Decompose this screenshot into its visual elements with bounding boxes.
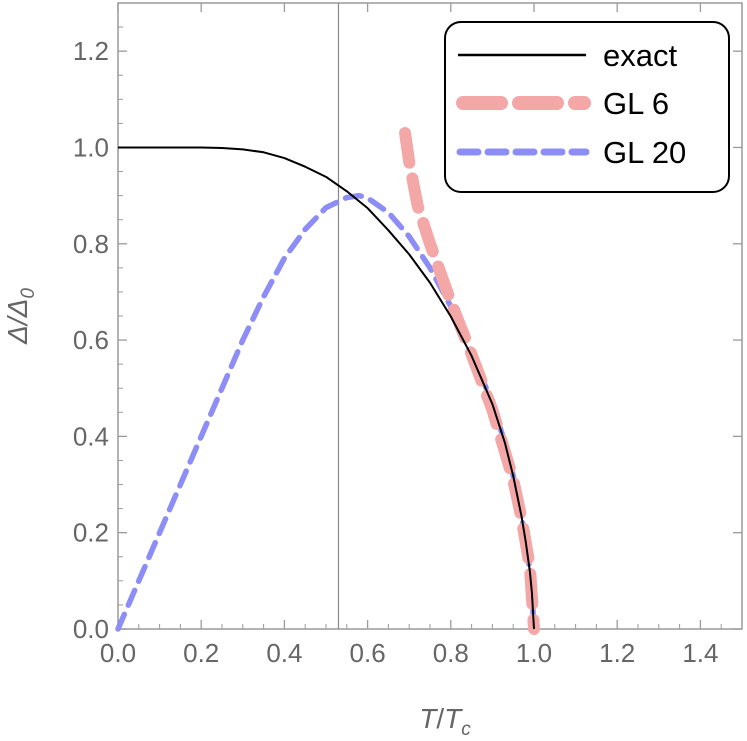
x-axis-label-var: T: [444, 703, 463, 734]
y-tick-label: 0.6: [73, 325, 109, 355]
legend-label-gl20: GL 20: [603, 135, 686, 170]
axis-tick-labels: 0.0 0.2 0.4 0.6 0.8 1.0 1.2 1.4 0.0 0.2 0.4 0.6 0.8 1…: [73, 36, 719, 668]
series-line-gl-6: [399, 127, 540, 635]
x-axis-label-main: T: [419, 703, 438, 734]
series-layer: [115, 127, 540, 635]
x-tick-label: 0.0: [100, 638, 136, 668]
y-axis-label-slash: /: [2, 314, 33, 327]
x-axis-label-slash: /: [436, 703, 444, 734]
y-axis-label: Δ/Δ0: [2, 288, 39, 345]
x-axis-label-sub: c: [461, 719, 471, 740]
x-tick-label: 1.0: [516, 638, 552, 668]
x-tick-label: 1.4: [682, 638, 718, 668]
x-tick-label: 1.2: [599, 638, 635, 668]
y-axis-label-main: Δ: [2, 325, 33, 345]
y-tick-label: 0.0: [73, 614, 109, 644]
legend-label-exact: exact: [603, 38, 677, 73]
y-tick-label: 1.2: [73, 36, 109, 66]
axis-ticks: [117, 2, 743, 630]
legend: exact GL 6 GL 20: [444, 21, 730, 193]
x-tick-label: 0.8: [433, 638, 469, 668]
legend-label-gl6: GL 6: [603, 86, 669, 121]
series-line-exact: [118, 146, 535, 630]
y-tick-label: 0.8: [73, 229, 109, 259]
y-tick-label: 0.4: [73, 421, 109, 451]
y-tick-label: 1.0: [73, 132, 109, 162]
series-line-gl-20: [115, 192, 537, 632]
x-tick-label: 0.4: [266, 638, 302, 668]
x-tick-label: 0.6: [350, 638, 386, 668]
x-axis-label: T/Tc: [419, 703, 471, 740]
y-axis-label-var: Δ: [2, 299, 33, 319]
y-tick-label: 0.2: [73, 518, 109, 548]
x-tick-label: 0.2: [183, 638, 219, 668]
y-axis-label-sub: 0: [18, 288, 39, 299]
